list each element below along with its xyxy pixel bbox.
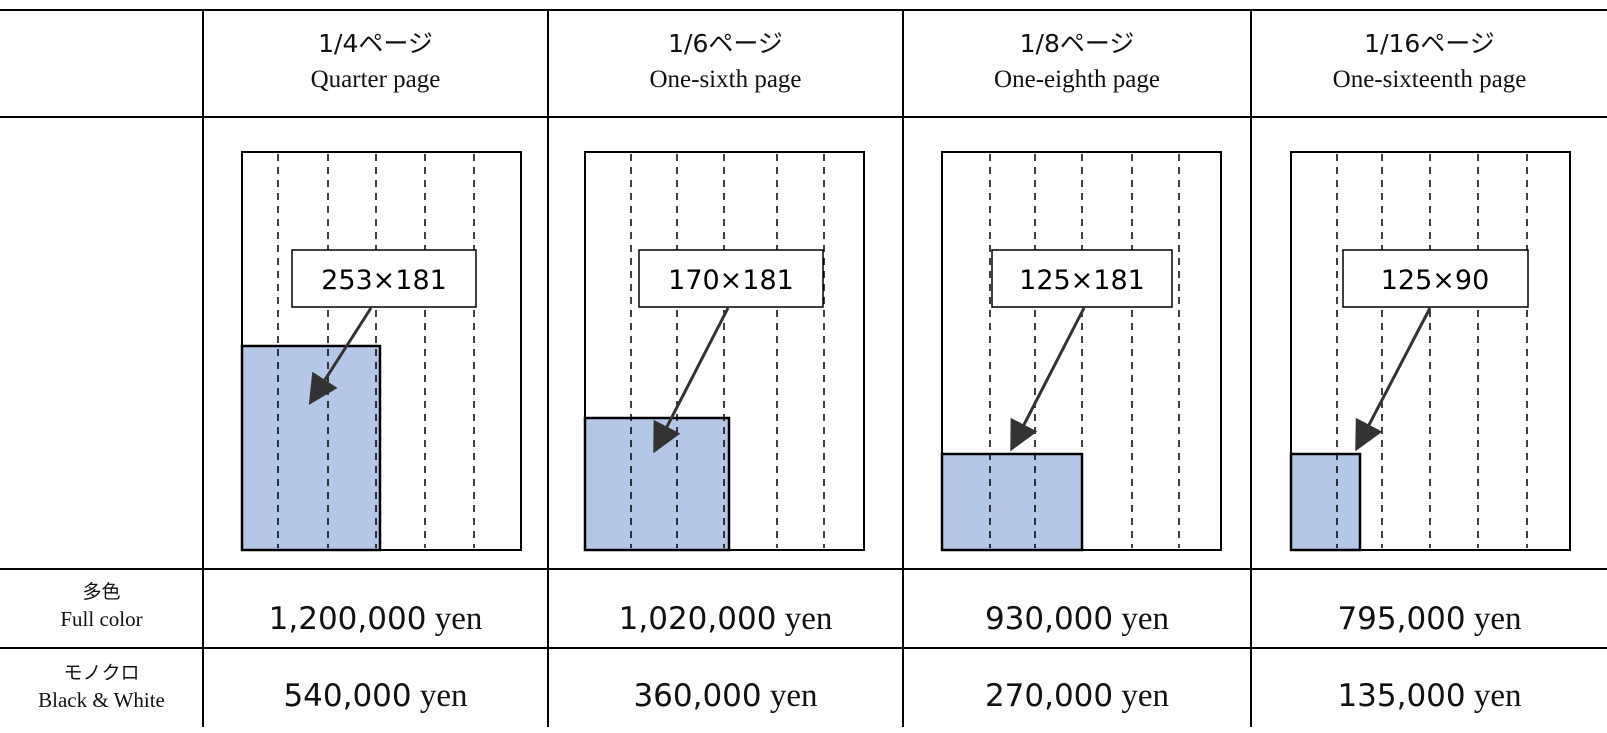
price-value: 930,000: [984, 601, 1114, 637]
column-divider-2: [902, 9, 904, 727]
header-jp-label: 1/16ページ: [1364, 29, 1495, 58]
price-unit: yen: [1121, 678, 1170, 714]
diagram-row-divider: [0, 568, 1607, 570]
diagram-one-eighth-page: 125×181: [940, 150, 1223, 552]
row-label-jp: 多色: [82, 581, 121, 603]
price-value: 135,000: [1337, 678, 1466, 714]
price-unit: yen: [769, 678, 818, 714]
header-en-label: One-sixteenth page: [1332, 66, 1527, 93]
table-top-border: [0, 9, 1607, 11]
header-one-sixteenth-page: 1/16ページ One-sixteenth page: [1252, 11, 1607, 116]
header-jp-label: 1/6ページ: [668, 29, 783, 58]
price-full-color-one-eighth: 930,000 yen: [904, 582, 1250, 656]
row-label-en: Black & White: [38, 688, 165, 712]
header-row-divider: [0, 116, 1607, 118]
price-full-color-one-sixteenth: 795,000 yen: [1252, 582, 1607, 656]
ad-size-label: 125×90: [1381, 265, 1490, 296]
header-en-label: One-eighth page: [994, 66, 1160, 93]
diagram-one-sixth-page: 170×181: [583, 150, 866, 552]
price-unit: yen: [1473, 601, 1522, 637]
header-quarter-page: 1/4ページ Quarter page: [204, 11, 547, 116]
ad-size-label: 170×181: [668, 265, 794, 296]
column-divider-0: [202, 9, 204, 727]
price-unit: yen: [419, 678, 468, 714]
header-one-eighth-page: 1/8ページ One-eighth page: [904, 11, 1250, 116]
diagram-quarter-page: 253×181: [240, 150, 523, 552]
price-value: 1,020,000: [618, 601, 777, 637]
price-value: 270,000: [984, 678, 1114, 714]
ad-size-label: 125×181: [1019, 265, 1145, 296]
price-value: 1,200,000: [268, 601, 427, 637]
row-label-en: Full color: [60, 607, 143, 631]
ad-size-label: 253×181: [321, 265, 447, 296]
price-value: 795,000: [1337, 601, 1466, 637]
row-label-jp: モノクロ: [63, 662, 140, 684]
header-en-label: One-sixth page: [649, 66, 802, 93]
header-jp-label: 1/4ページ: [318, 29, 433, 58]
price-value: 360,000: [633, 678, 762, 714]
row-label-black-white: モノクロ Black & White: [0, 660, 203, 714]
price-value: 540,000: [283, 678, 412, 714]
price-full-color-quarter: 1,200,000 yen: [204, 582, 547, 656]
price-row-divider: [0, 647, 1607, 649]
price-bw-quarter: 540,000 yen: [204, 659, 547, 733]
header-en-label: Quarter page: [310, 66, 441, 93]
row-label-full-color: 多色 Full color: [0, 579, 203, 633]
price-unit: yen: [1473, 678, 1522, 714]
header-one-sixth-page: 1/6ページ One-sixth page: [549, 11, 902, 116]
price-full-color-one-sixth: 1,020,000 yen: [549, 582, 902, 656]
column-divider-3: [1250, 9, 1252, 727]
diagram-one-sixteenth-page: 125×90: [1289, 150, 1572, 552]
price-unit: yen: [1121, 601, 1170, 637]
price-bw-one-sixth: 360,000 yen: [549, 659, 902, 733]
price-unit: yen: [434, 601, 483, 637]
price-bw-one-sixteenth: 135,000 yen: [1252, 659, 1607, 733]
column-divider-1: [547, 9, 549, 727]
price-unit: yen: [784, 601, 833, 637]
header-jp-label: 1/8ページ: [1019, 29, 1135, 58]
price-bw-one-eighth: 270,000 yen: [904, 659, 1250, 733]
